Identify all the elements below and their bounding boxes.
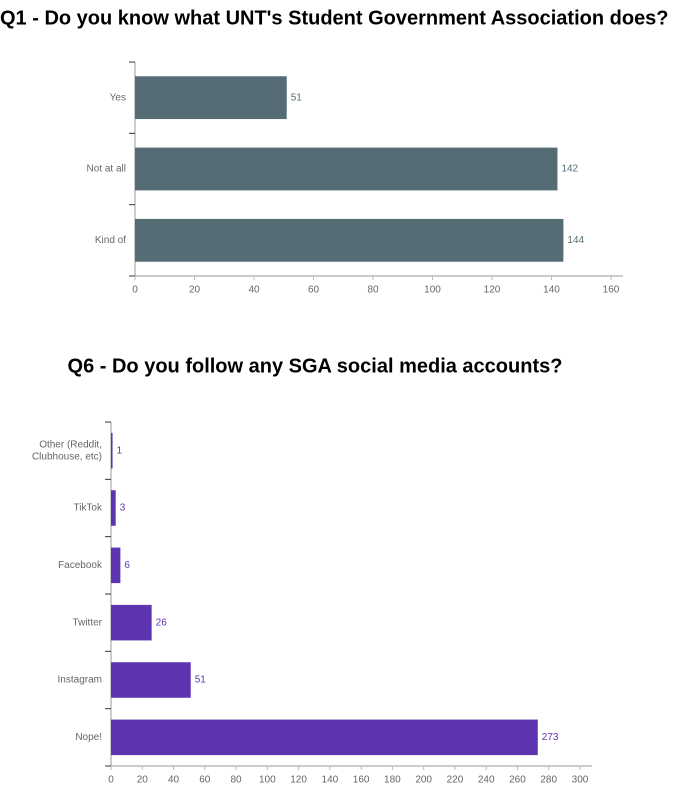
- value-label: 51: [291, 92, 303, 103]
- x-tick-label: 80: [367, 285, 379, 296]
- y-tick-label: Kind of: [95, 235, 126, 246]
- y-tick-label: TikTok: [73, 503, 103, 514]
- x-tick-label: 100: [259, 775, 276, 786]
- chart-title: Q6 - Do you follow any SGA social media …: [68, 355, 563, 377]
- bar: [111, 490, 116, 526]
- x-tick-label: 100: [424, 285, 441, 296]
- x-tick-label: 0: [132, 285, 138, 296]
- x-tick-label: 40: [248, 285, 260, 296]
- y-tick-label: Facebook: [58, 560, 103, 571]
- x-tick-label: 80: [231, 775, 243, 786]
- value-label: 273: [542, 732, 559, 743]
- x-tick-label: 60: [199, 775, 211, 786]
- bar: [111, 662, 191, 698]
- y-tick-label: Instagram: [58, 675, 102, 686]
- value-label: 26: [156, 617, 168, 628]
- x-tick-label: 200: [415, 775, 432, 786]
- x-tick-label: 20: [189, 285, 201, 296]
- x-tick-label: 160: [353, 775, 370, 786]
- value-label: 144: [567, 235, 584, 246]
- value-label: 3: [120, 503, 126, 514]
- x-tick-label: 140: [543, 285, 560, 296]
- y-tick-label: Nope!: [75, 732, 102, 743]
- x-tick-label: 260: [509, 775, 526, 786]
- x-tick-label: 180: [384, 775, 401, 786]
- y-tick-label: Twitter: [73, 617, 103, 628]
- x-tick-label: 40: [168, 775, 180, 786]
- y-tick-label: Other (Reddit, Clubhouse, etc): [32, 439, 102, 462]
- chart-title: Q1 - Do you know what UNT's Student Gove…: [0, 7, 669, 29]
- x-tick-label: 120: [484, 285, 501, 296]
- x-tick-label: 280: [540, 775, 557, 786]
- x-tick-label: 60: [308, 285, 320, 296]
- bar: [135, 218, 564, 262]
- value-label: 1: [117, 445, 123, 456]
- x-tick-label: 240: [478, 775, 495, 786]
- y-tick-label: Not at all: [87, 164, 126, 175]
- value-label: 142: [561, 164, 578, 175]
- bar: [135, 76, 287, 120]
- x-tick-label: 140: [322, 775, 339, 786]
- bar: [111, 432, 113, 469]
- x-tick-label: 0: [108, 775, 114, 786]
- x-tick-label: 20: [137, 775, 149, 786]
- bar: [135, 147, 558, 191]
- x-tick-label: 220: [447, 775, 464, 786]
- y-tick-label: Yes: [110, 92, 126, 103]
- bar: [111, 604, 152, 641]
- x-tick-label: 160: [603, 285, 620, 296]
- value-label: 6: [124, 560, 130, 571]
- bar: [111, 719, 538, 756]
- bar: [111, 547, 121, 584]
- value-label: 51: [195, 675, 207, 686]
- x-tick-label: 300: [572, 775, 589, 786]
- x-tick-label: 120: [290, 775, 307, 786]
